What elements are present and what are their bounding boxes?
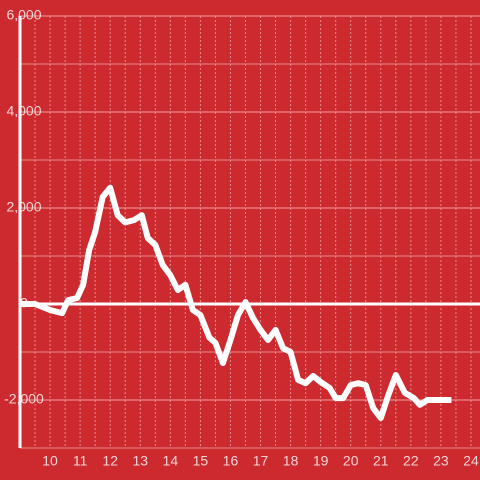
x-tick-label: 15 [193, 453, 209, 469]
x-tick-label: 20 [343, 453, 359, 469]
x-tick-label: 22 [403, 453, 419, 469]
x-tick-label: 16 [223, 453, 239, 469]
x-tick-label: 19 [313, 453, 329, 469]
line [19, 184, 452, 421]
x-tick-label: 10 [42, 453, 58, 469]
x-tick-label: 24 [463, 453, 479, 469]
y-tick-label: 2,000 [6, 199, 41, 215]
y-tick-label: -2,000 [4, 391, 44, 407]
x-tick-label: 14 [163, 453, 179, 469]
x-tick-label: 17 [253, 453, 269, 469]
x-tick-label: 12 [102, 453, 118, 469]
x-tick-label: 11 [73, 453, 88, 469]
y-tick-label: 4,000 [6, 103, 41, 119]
x-tick-label: 21 [373, 453, 389, 469]
x-tick-label: 23 [433, 453, 449, 469]
x-tick-label: 18 [283, 453, 299, 469]
y-tick-label: 6,000 [6, 7, 41, 23]
x-tick-label: 13 [132, 453, 148, 469]
